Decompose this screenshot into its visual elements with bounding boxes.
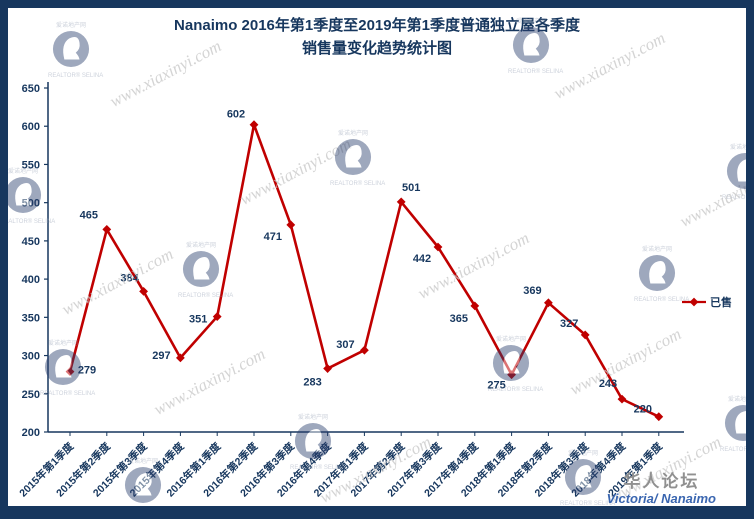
data-label: 220 — [634, 404, 652, 416]
y-tick-label: 650 — [22, 83, 40, 95]
data-point-marker — [139, 286, 148, 296]
data-point-marker — [360, 345, 369, 355]
data-point-marker — [654, 412, 664, 422]
data-point-marker — [580, 330, 590, 340]
forum-watermark: 华人论坛 — [623, 472, 700, 492]
data-label: 365 — [450, 313, 468, 325]
y-tick-label: 600 — [22, 121, 40, 133]
data-label: 501 — [402, 182, 420, 194]
data-label: 279 — [78, 365, 96, 377]
y-tick-label: 250 — [22, 389, 40, 401]
y-tick-label: 500 — [22, 198, 40, 210]
data-point-marker — [470, 301, 480, 311]
data-point-marker — [507, 370, 516, 380]
chart-title-line2: 销售量变化趋势统计图 — [301, 40, 452, 57]
data-point-marker — [617, 394, 627, 404]
data-point-marker — [544, 298, 553, 308]
chart-title-line1: Nanaimo 2016年第1季度至2019年第1季度普通独立屋各季度 — [174, 17, 580, 34]
data-label: 243 — [599, 378, 617, 390]
watermark-brand-bottom: REALTOR® SELINA — [120, 509, 176, 515]
data-label: 471 — [264, 231, 282, 243]
data-point-marker — [212, 312, 222, 321]
location-credit: Victoria/ Nanaimo — [606, 490, 716, 506]
y-tick-label: 550 — [22, 159, 40, 171]
data-point-marker — [286, 220, 296, 230]
data-point-marker — [396, 197, 406, 207]
data-label: 442 — [413, 253, 431, 265]
y-tick-label: 300 — [22, 351, 40, 363]
data-point-marker — [323, 364, 332, 373]
data-label: 297 — [152, 350, 170, 362]
data-label: 283 — [303, 377, 321, 389]
data-point-marker — [102, 225, 112, 234]
data-point-marker — [65, 367, 75, 377]
y-tick-label: 450 — [22, 236, 40, 248]
data-label: 369 — [523, 285, 541, 297]
chart-title: Nanaimo 2016年第1季度至2019年第1季度普通独立屋各季度 销售量变… — [8, 14, 746, 60]
data-label: 275 — [487, 380, 505, 392]
sales-trend-line-chart: 2002503003504004505005506006502015年第1季度2… — [17, 82, 732, 499]
series-line — [68, 123, 660, 418]
data-label: 384 — [120, 272, 139, 284]
chart-area: 200 250 300 350 400 450 500 550 600 650 2015年第1季度 2… — [8, 62, 746, 506]
legend-label: 已售 — [710, 295, 732, 309]
data-point-marker — [433, 242, 443, 252]
data-label: 351 — [189, 314, 207, 326]
data-point-marker — [176, 353, 185, 363]
data-point-marker — [249, 120, 259, 130]
data-label: 327 — [560, 318, 578, 330]
legend-marker-diamond — [689, 297, 699, 307]
y-tick-label: 350 — [22, 312, 40, 324]
data-label: 307 — [336, 339, 354, 351]
footer-credit: 华人论坛 Victoria/ Nanaimo — [606, 472, 716, 506]
y-tick-label: 200 — [22, 427, 40, 439]
y-tick-label: 400 — [22, 274, 40, 286]
data-label: 602 — [227, 109, 245, 121]
data-label: 465 — [80, 209, 98, 221]
